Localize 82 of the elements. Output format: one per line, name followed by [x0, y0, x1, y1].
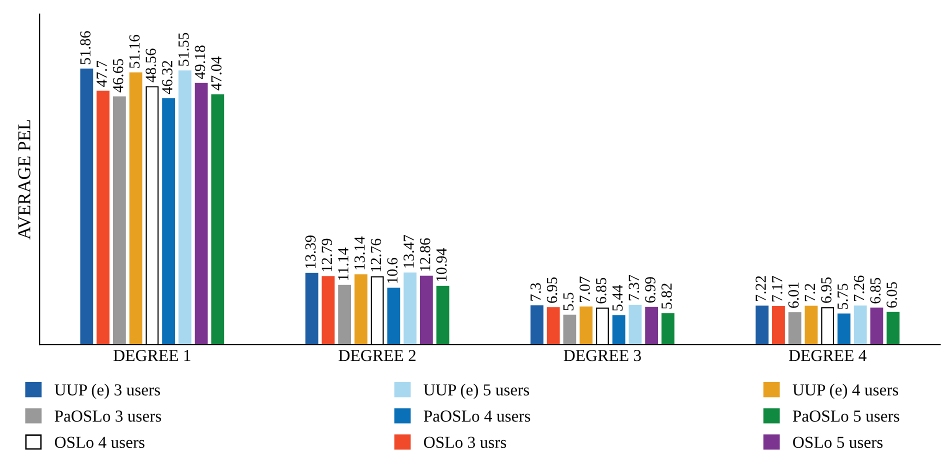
- data-label: 6.99: [645, 277, 656, 303]
- bar: [436, 286, 450, 345]
- data-label: 51.55: [178, 32, 189, 66]
- data-label: 7.07: [580, 276, 590, 302]
- data-label: 13.14: [354, 236, 365, 270]
- data-label: 5.82: [661, 284, 672, 309]
- bar: [838, 313, 850, 345]
- data-label: 5.44: [612, 285, 623, 311]
- legend-label: OSLo 4 users: [54, 436, 144, 448]
- bar: [854, 305, 867, 345]
- bar: [80, 68, 94, 345]
- legend-label: PaOSLo 4 users: [424, 410, 530, 422]
- bar: [387, 288, 400, 345]
- bar: [772, 306, 785, 345]
- data-label: 46.32: [162, 60, 172, 94]
- data-label: 10.6: [387, 258, 398, 283]
- legend-label: UUP (e) 4 users: [792, 384, 898, 399]
- data-label: 12.76: [370, 238, 382, 272]
- data-label: 11.14: [338, 248, 348, 280]
- bar: [870, 308, 884, 345]
- data-label: 47.04: [211, 56, 222, 90]
- data-label: 46.65: [112, 58, 124, 92]
- legend-label: PaOSLo 3 users: [54, 410, 162, 422]
- data-label: 13.39: [305, 236, 316, 268]
- bar: [162, 98, 175, 345]
- data-label: 51.86: [80, 31, 91, 64]
- bar: [662, 313, 674, 345]
- bar: [211, 94, 224, 345]
- bar: [322, 276, 335, 345]
- x-tick-label: DEGREE 4: [788, 350, 866, 362]
- bar: [194, 82, 208, 345]
- legend-label: UUP (e) 5 users: [424, 384, 530, 399]
- data-label: 6.01: [788, 282, 799, 308]
- bar: [129, 72, 142, 345]
- bar: [645, 306, 658, 345]
- bar: [612, 315, 626, 345]
- legend-label: OSLo 5 users: [793, 436, 883, 448]
- data-label: 7.26: [854, 276, 864, 301]
- data-label: 51.16: [129, 34, 140, 68]
- data-label: 7.22: [756, 276, 766, 302]
- data-label: 7.3: [530, 283, 541, 301]
- bar: [804, 306, 818, 345]
- data-label: 6.85: [870, 278, 881, 304]
- data-label: 13.47: [404, 234, 414, 268]
- data-label: 6.95: [821, 277, 832, 303]
- bar: [886, 312, 900, 345]
- data-label: 7.2: [804, 284, 816, 302]
- bar: [178, 70, 192, 345]
- legend-label: UUP (e) 3 users: [54, 384, 160, 399]
- bar: [112, 96, 126, 345]
- bar: [530, 305, 544, 345]
- data-label: 5.75: [838, 284, 848, 309]
- y-axis-title: AVERAGE PEL: [18, 120, 30, 240]
- legend-label: OSLo 3 usrs: [424, 436, 506, 448]
- legend-label: PaOSLo 5 users: [792, 410, 900, 422]
- x-tick-label: DEGREE 2: [338, 350, 416, 362]
- data-label: 5.5: [563, 292, 574, 310]
- x-tick-label: DEGREE 1: [114, 350, 190, 362]
- bar: [354, 274, 368, 345]
- bar: [338, 284, 352, 345]
- data-label: 6.95: [546, 277, 558, 303]
- data-label: 7.37: [628, 274, 640, 300]
- bar: [404, 272, 417, 345]
- bar: [628, 304, 642, 345]
- bar: [546, 307, 560, 345]
- x-tick-label: DEGREE 3: [564, 350, 641, 362]
- bar: [563, 314, 576, 345]
- data-label: 6.85: [596, 278, 606, 304]
- bar: [96, 90, 110, 345]
- bar: [580, 306, 593, 345]
- data-label: 10.94: [436, 248, 447, 281]
- bar: [420, 276, 433, 345]
- bar: [756, 306, 769, 345]
- bar: [788, 312, 802, 345]
- data-label: 48.56: [146, 48, 156, 82]
- data-label: 6.05: [886, 282, 897, 308]
- data-label: 12.79: [322, 238, 332, 272]
- data-label: 47.7: [96, 60, 107, 87]
- data-label: 12.86: [420, 238, 430, 271]
- data-label: 49.18: [194, 45, 206, 79]
- data-label: 7.17: [772, 276, 782, 302]
- bar: [305, 272, 318, 345]
